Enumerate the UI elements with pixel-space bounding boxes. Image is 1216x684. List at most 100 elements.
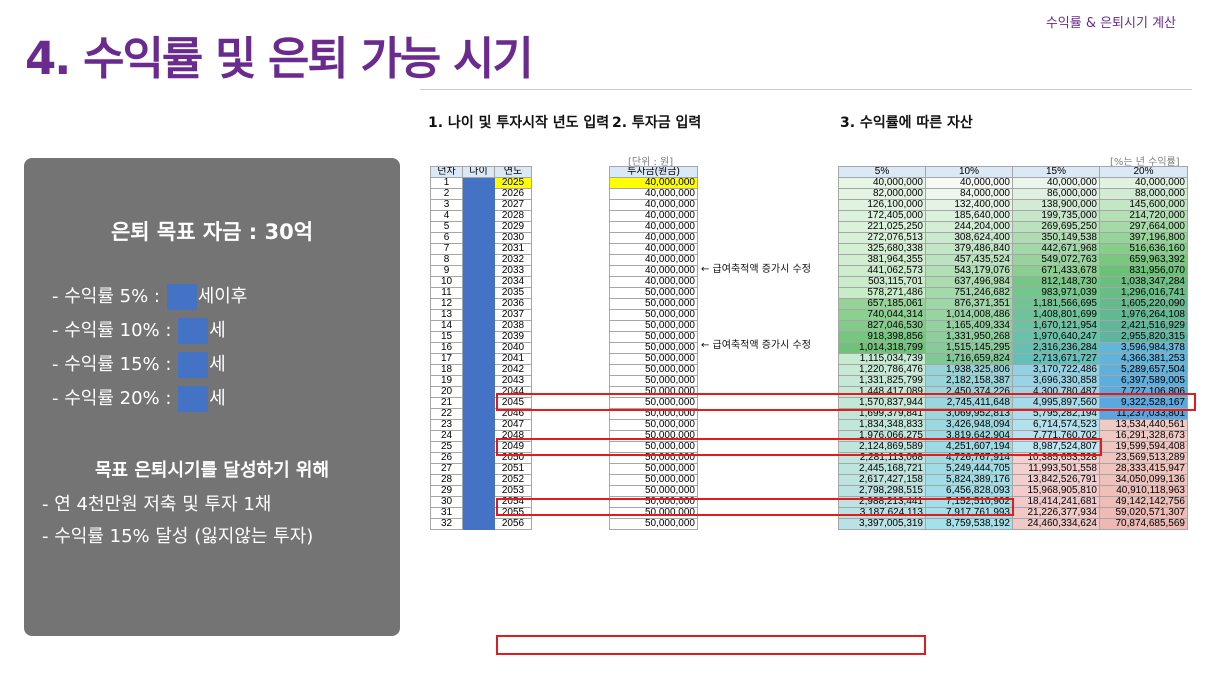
- asset-cell: 578,271,486: [838, 287, 926, 299]
- year-cell: 2028: [494, 210, 532, 222]
- asset-cell: 5,249,444,705: [925, 463, 1013, 475]
- asset-cell: 3,397,005,319: [838, 518, 926, 530]
- year-cell: 2053: [494, 485, 532, 497]
- table-row: 1,220,786,476 1,938,325,806 3,170,722,486 5…: [838, 364, 1188, 376]
- asset-cell: 1,165,409,334: [925, 320, 1013, 332]
- year-index-cell: 23: [430, 419, 463, 431]
- investment-cell: 50,000,000: [609, 419, 698, 431]
- age-cell: [462, 221, 495, 233]
- bullet-return: - 수익률 15% 달성 (잃지않는 투자): [42, 526, 314, 547]
- header-cell: 연도: [494, 166, 532, 178]
- header-cell: 년차: [430, 166, 463, 178]
- table-row: 503,115,701 637,496,984 812,148,730 1,038,3…: [838, 276, 1188, 288]
- table-row: 27 2051: [430, 463, 532, 475]
- year-cell: 2042: [494, 364, 532, 376]
- age-cell: [462, 452, 495, 464]
- year-cell: 2043: [494, 375, 532, 387]
- asset-cell: 185,640,000: [925, 210, 1013, 222]
- asset-cell: 441,062,573: [838, 265, 926, 277]
- table-row: 827,046,530 1,165,409,334 1,670,121,954 2,4…: [838, 320, 1188, 332]
- asset-cell: 1,716,659,824: [925, 353, 1013, 365]
- asset-cell: 28,333,415,947: [1099, 463, 1188, 475]
- table-row: 9 2033: [430, 265, 532, 277]
- table-row: 5 2029: [430, 221, 532, 233]
- investment-cell: 50,000,000: [609, 287, 698, 299]
- year-index-cell: 27: [430, 463, 463, 475]
- asset-cell: 132,400,000: [925, 199, 1013, 211]
- asset-cell: 751,246,682: [925, 287, 1013, 299]
- page-title: 4. 수익률 및 은퇴 가능 시기: [25, 32, 534, 85]
- age-cell: [462, 419, 495, 431]
- year-index-cell: 14: [430, 320, 463, 332]
- table-row: 7 2031: [430, 243, 532, 255]
- year-cell: 2027: [494, 199, 532, 211]
- table-row: 2 2026: [430, 188, 532, 200]
- investment-cell: 40,000,000: [609, 177, 698, 189]
- asset-cell: 4,366,381,253: [1099, 353, 1188, 365]
- year-cell: 2034: [494, 276, 532, 288]
- year-index-cell: 9: [430, 265, 463, 277]
- asset-cell: 3,596,984,378: [1099, 342, 1188, 354]
- asset-cell: 397,196,800: [1099, 232, 1188, 244]
- table-row: 50,000,000: [609, 353, 698, 365]
- table-row: 40,000,000: [609, 243, 698, 255]
- table-row: 50,000,000: [609, 375, 698, 387]
- table-row: 21 2045: [430, 397, 532, 409]
- rate-prefix: - 수익률 5% :: [52, 286, 166, 307]
- age-cell: [462, 232, 495, 244]
- year-index-cell: 22: [430, 408, 463, 420]
- investment-cell: 50,000,000: [609, 463, 698, 475]
- table-row: 50,000,000: [609, 320, 698, 332]
- investment-cell: 40,000,000: [609, 254, 698, 266]
- table-row: 1,834,348,833 3,426,948,094 6,714,574,523 1…: [838, 419, 1188, 431]
- asset-cell: 19,599,594,408: [1099, 441, 1188, 453]
- table-row: 40,000,000: [609, 265, 698, 277]
- year-index-cell: 11: [430, 287, 463, 299]
- investment-cell: 50,000,000: [609, 364, 698, 376]
- asset-cell: 40,000,000: [1012, 177, 1100, 189]
- age-cell: [462, 474, 495, 486]
- asset-cell: 21,226,377,934: [1012, 507, 1100, 519]
- header-label: 수익률 & 은퇴시기 계산: [1045, 16, 1176, 31]
- age-cell: [462, 408, 495, 420]
- asset-cell: 918,398,856: [838, 331, 926, 343]
- table-row: 2,445,168,721 5,249,444,705 11,993,501,558…: [838, 463, 1188, 475]
- asset-cell: 172,405,000: [838, 210, 926, 222]
- table-row: 578,271,486 751,246,682 983,971,039 1,296,0…: [838, 287, 1188, 299]
- header-cell: 5%: [838, 166, 926, 178]
- table-row: 25 2049: [430, 441, 532, 453]
- table-row: 3,397,005,319 8,759,538,192 24,460,334,624…: [838, 518, 1188, 530]
- age-cell: [462, 188, 495, 200]
- table-row: 50,000,000: [609, 342, 698, 354]
- asset-cell: 49,142,142,756: [1099, 496, 1188, 508]
- year-cell: 2037: [494, 309, 532, 321]
- age-cell: [462, 177, 495, 189]
- table-row: 3 2027: [430, 199, 532, 211]
- table-row: 18 2042: [430, 364, 532, 376]
- year-cell: 2030: [494, 232, 532, 244]
- table-row: 50,000,000: [609, 287, 698, 299]
- asset-cell: 40,910,118,963: [1099, 485, 1188, 497]
- year-cell: 2041: [494, 353, 532, 365]
- asset-cell: 40,000,000: [925, 177, 1013, 189]
- table-row: 82,000,000 84,000,000 86,000,000 88,000,000: [838, 188, 1188, 200]
- age-cell: [462, 430, 495, 442]
- asset-cell: 379,486,840: [925, 243, 1013, 255]
- table-row: 11 2035: [430, 287, 532, 299]
- age-cell: [462, 485, 495, 497]
- header-cell: 10%: [925, 166, 1013, 178]
- table-row: 50,000,000: [609, 485, 698, 497]
- table-row: 50,000,000: [609, 364, 698, 376]
- asset-cell: 40,000,000: [838, 177, 926, 189]
- asset-cell: 244,204,000: [925, 221, 1013, 233]
- year-index-cell: 7: [430, 243, 463, 255]
- year-index-cell: 12: [430, 298, 463, 310]
- year-index-cell: 13: [430, 309, 463, 321]
- year-index-cell: 32: [430, 518, 463, 530]
- rate-prefix: - 수익률 20% :: [52, 388, 178, 409]
- asset-cell: 740,044,314: [838, 309, 926, 321]
- investment-cell: 50,000,000: [609, 485, 698, 497]
- asset-cell: 221,025,250: [838, 221, 926, 233]
- year-cell: 2035: [494, 287, 532, 299]
- investment-cell: 50,000,000: [609, 342, 698, 354]
